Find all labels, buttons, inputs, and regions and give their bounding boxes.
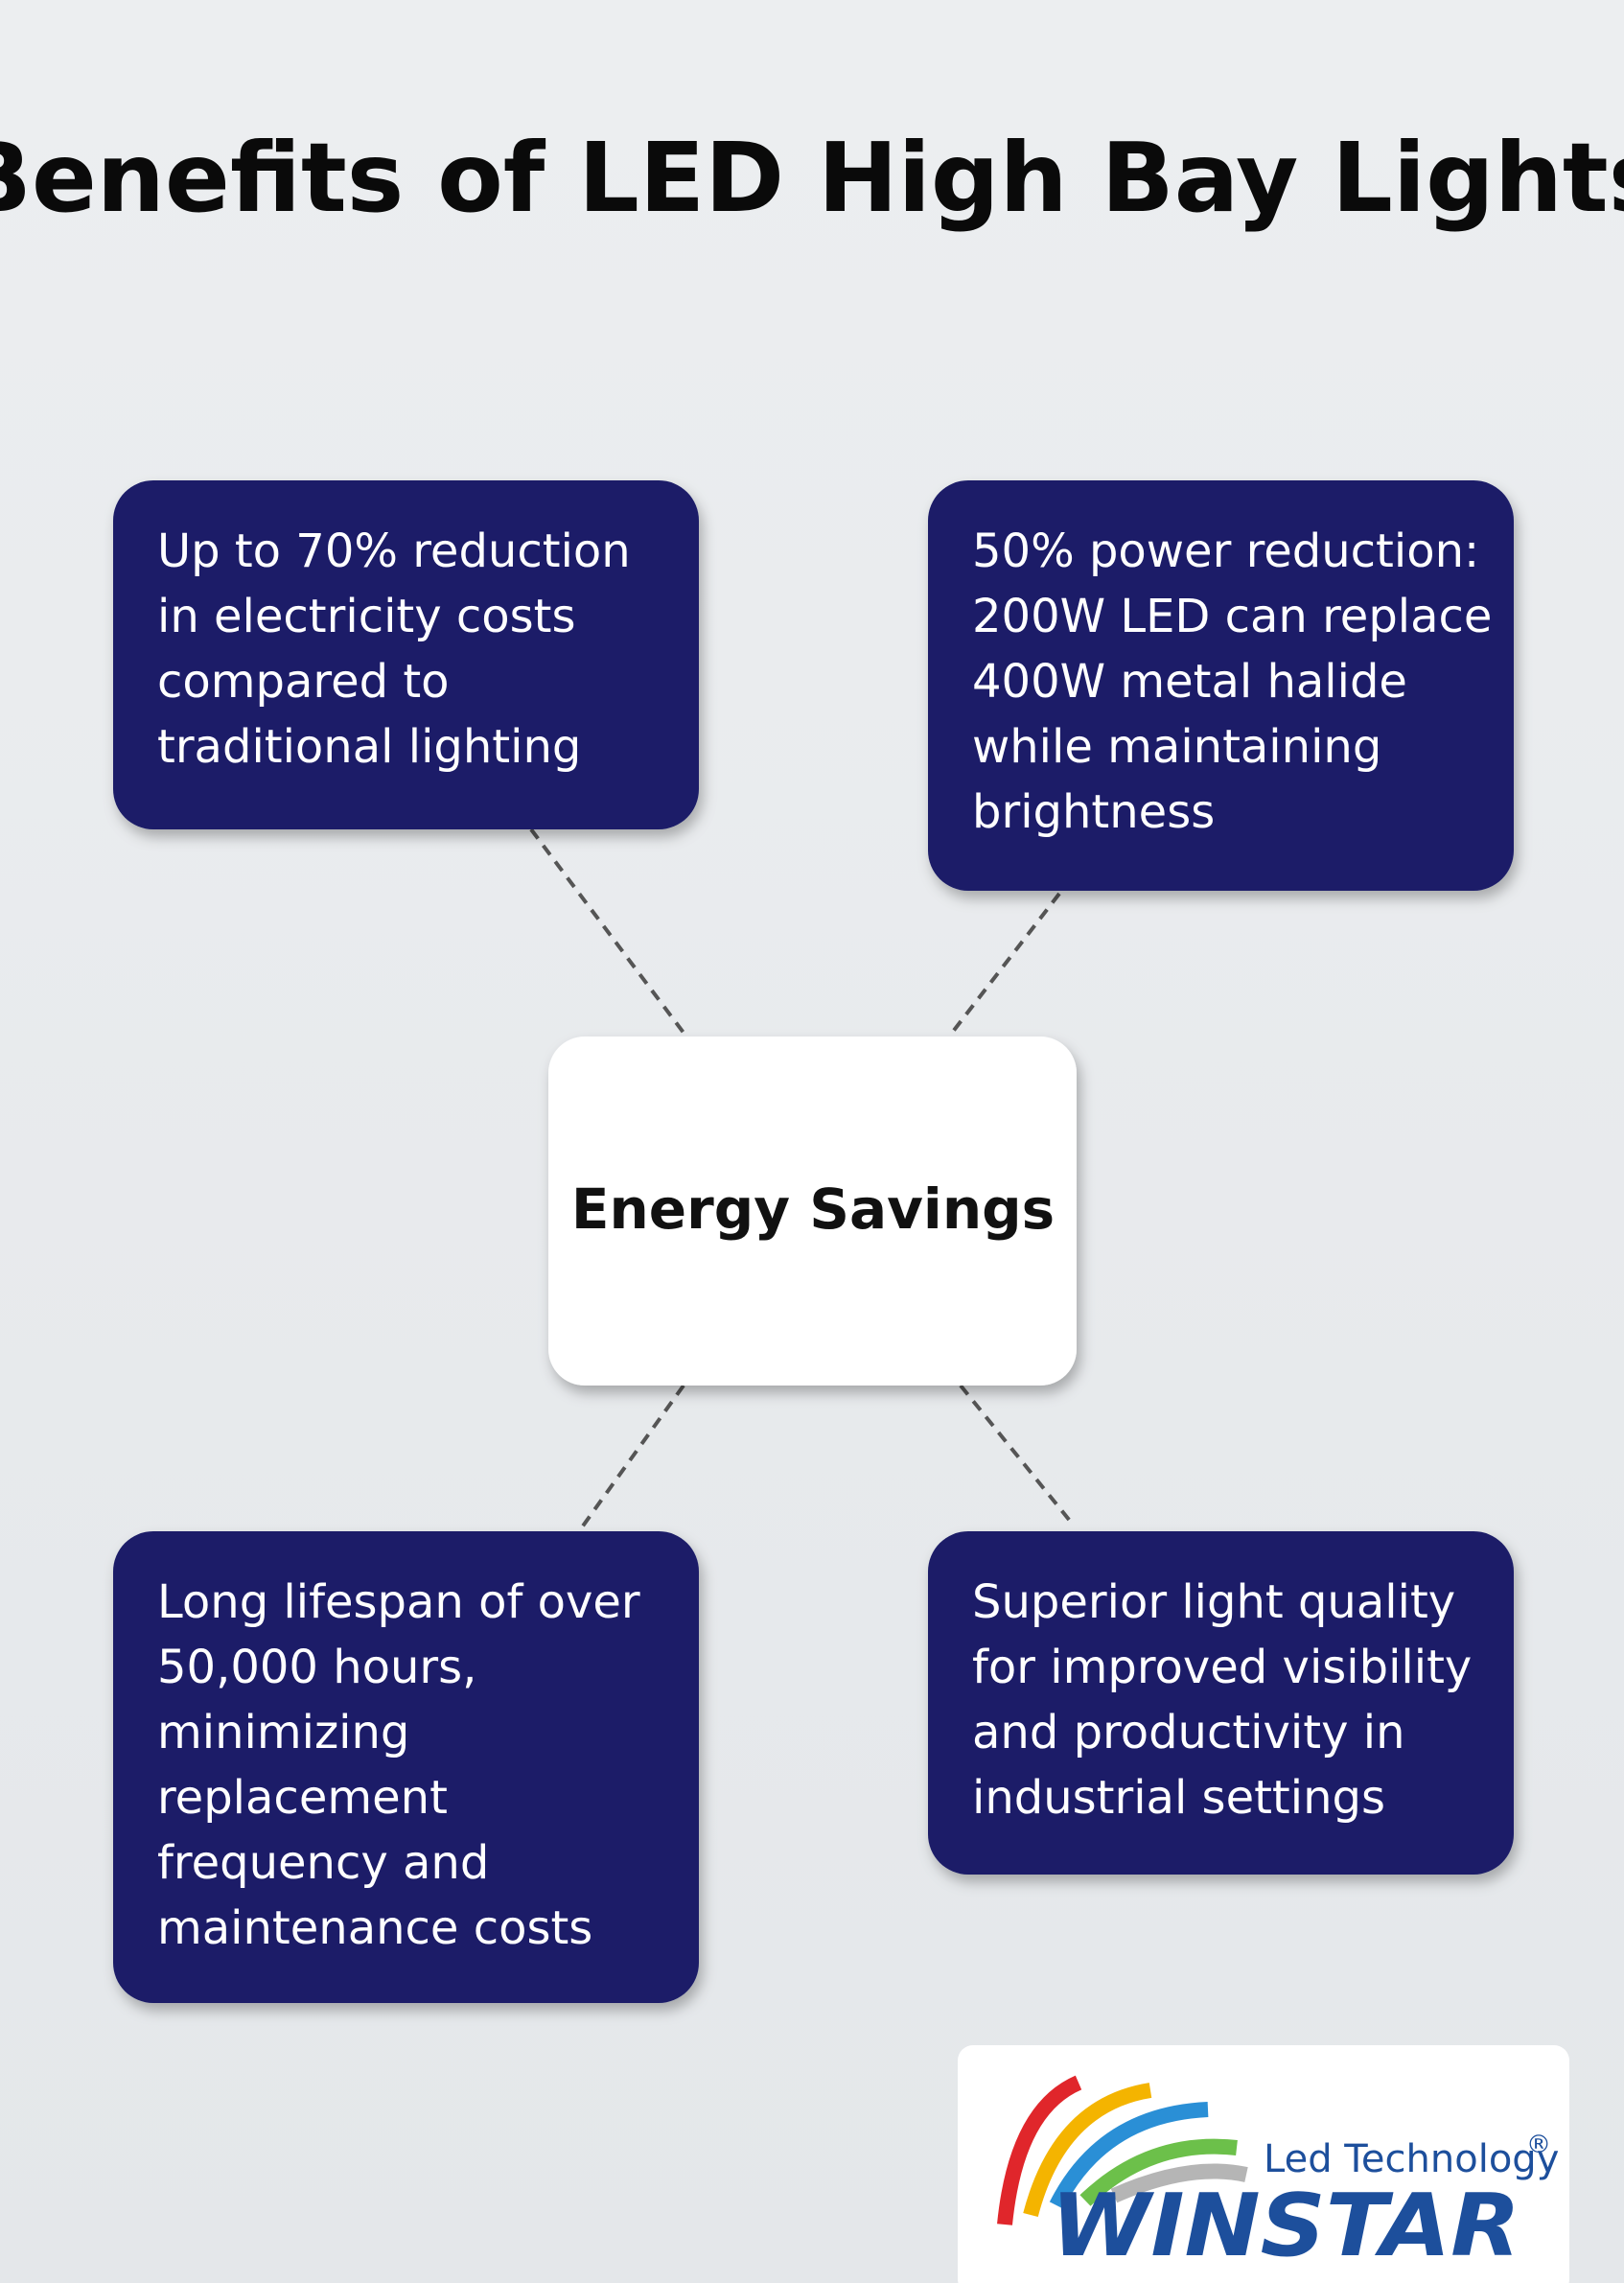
benefit-text: Long lifespan of over [157,1575,640,1629]
benefit-box [113,480,699,829]
benefit-text: frequency and [157,1836,489,1890]
benefit-text: 200W LED can replace [972,590,1492,643]
benefit-text: industrial settings [972,1771,1385,1825]
benefit-node: Up to 70% reduction in electricity costs c… [113,480,699,829]
benefit-node: Superior light quality for improved visib… [928,1531,1514,1875]
connectors [529,827,1076,1533]
benefit-box [928,1531,1514,1875]
connector [529,827,688,1038]
benefit-text: in electricity costs [157,590,576,643]
benefit-text: while maintaining [972,720,1381,774]
logo-arc [1079,2138,1238,2206]
benefit-box [928,480,1514,891]
benefit-node: 50% power reduction: 200W LED can replace… [928,480,1514,891]
logo-tagline: Led Technology [1264,2137,1559,2181]
logo: Led Technology ® WINSTAR [958,2045,1569,2283]
benefit-text: 400W metal halide [972,655,1407,709]
connector [577,1384,685,1533]
benefit-text: for improved visibility [972,1641,1472,1694]
center-box [548,1037,1077,1386]
benefit-text: maintenance costs [157,1901,592,1955]
connector [959,1384,1076,1527]
benefit-text: traditional lighting [157,720,581,774]
title: Benefits of LED High Bay Lights [0,122,1624,234]
logo-arc [997,2075,1082,2225]
logo-arc [1110,2163,1248,2203]
logo-mark: ® [1526,2131,1551,2159]
logo-arc [1023,2083,1152,2218]
logo-arcs [997,2075,1248,2225]
benefit-text: 50,000 hours, [157,1641,476,1694]
benefit-text: Up to 70% reduction [157,524,631,578]
benefit-text: replacement [157,1771,448,1825]
benefit-text: compared to [157,655,450,709]
benefit-text: brightness [972,785,1215,839]
nodes: Up to 70% reduction in electricity costs c… [113,480,1514,2003]
benefit-text: Superior light quality [972,1575,1455,1629]
benefit-text: 50% power reduction: [972,524,1479,578]
benefit-text: and productivity in [972,1706,1405,1759]
logo-brand: WINSTAR [1051,2176,1520,2276]
benefit-node: Long lifespan of over 50,000 hours, minimi… [113,1531,699,2003]
center-label: Energy Savings [571,1176,1055,1242]
benefit-box [113,1531,699,2003]
connector [947,892,1061,1038]
benefit-text: minimizing [157,1706,409,1759]
logo-arc [1049,2102,1209,2209]
